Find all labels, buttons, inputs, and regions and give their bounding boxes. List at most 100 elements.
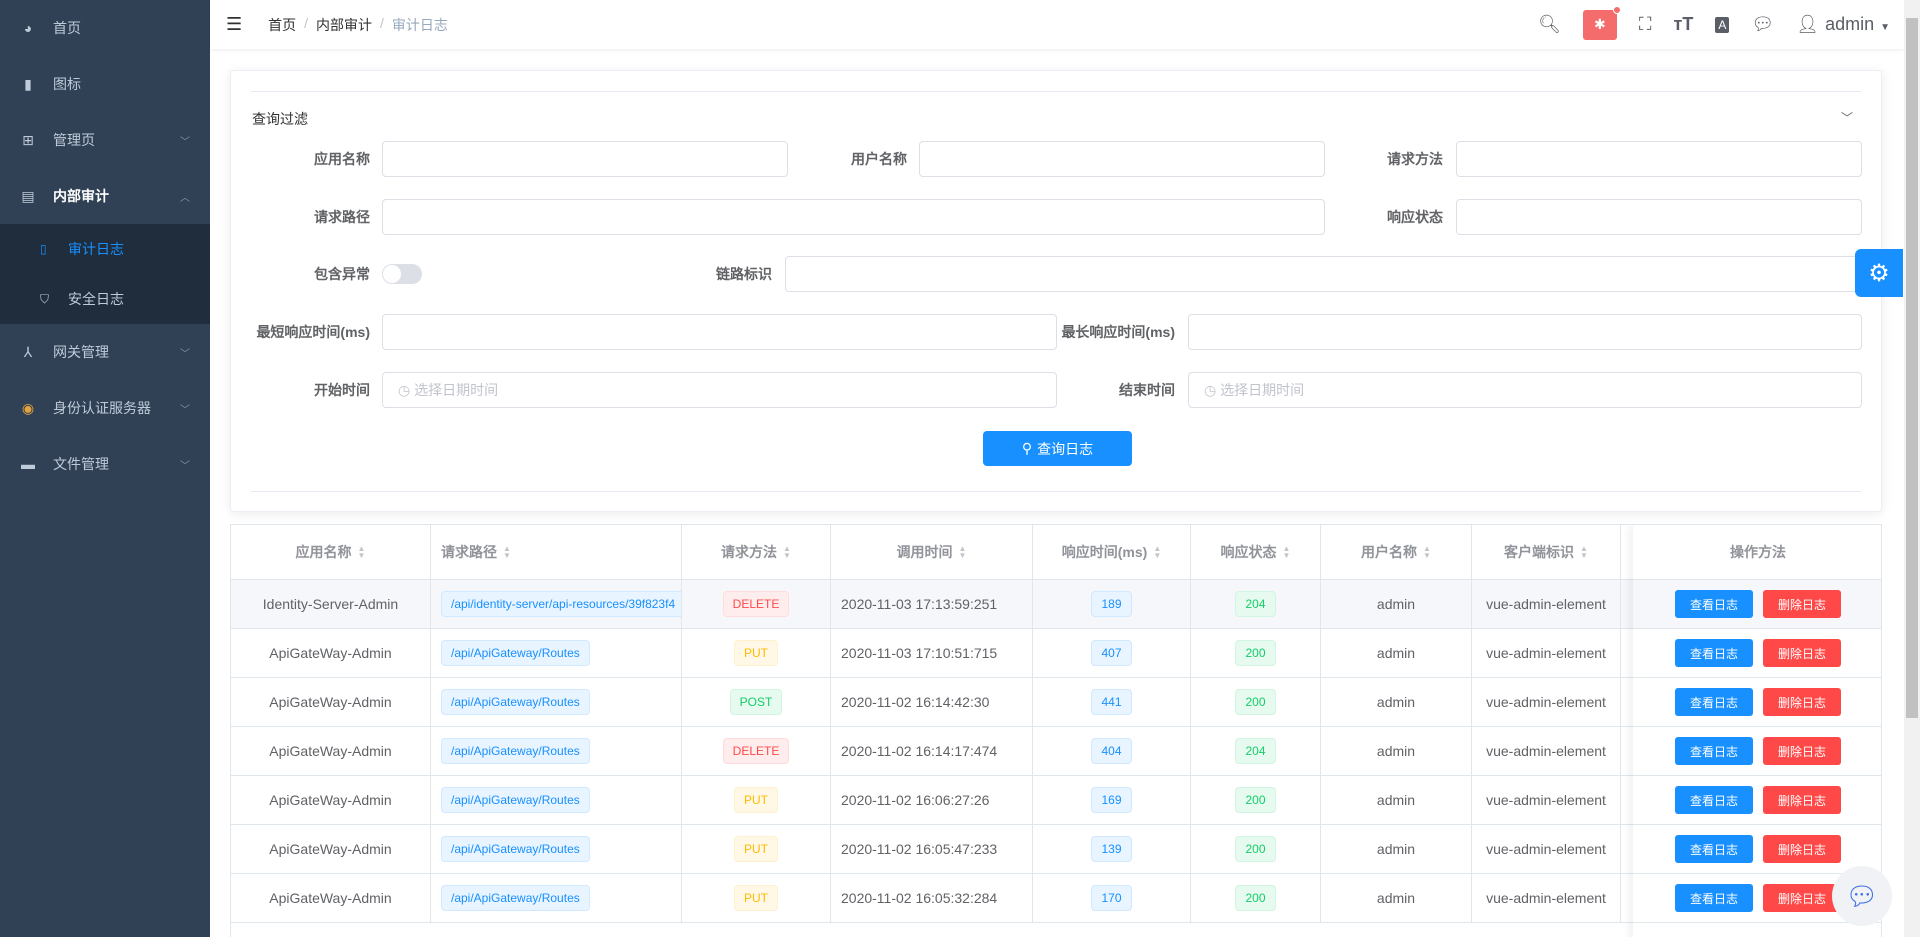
status-input[interactable] bbox=[1456, 199, 1862, 235]
view-log-button[interactable]: 查看日志 bbox=[1674, 590, 1753, 618]
table-row[interactable]: ApiGateWay-Admin/api/ApiGateway/Routes PU… bbox=[231, 825, 1881, 874]
sort-icon[interactable]: ▲ ▼ bbox=[1153, 544, 1162, 560]
action-cell: 查看日志 删除日志 bbox=[1633, 874, 1881, 922]
view-log-button[interactable]: 查看日志 bbox=[1674, 737, 1753, 765]
sidebar-item-internal-audit[interactable]: ▤ 内部审计 ︿ bbox=[21, 187, 190, 205]
delete-log-button[interactable]: 删除日志 bbox=[1763, 786, 1842, 814]
start-time-picker[interactable]: ◷ 选择日期时间 bbox=[382, 372, 1057, 408]
error-log-button[interactable]: ✱ bbox=[1582, 5, 1621, 40]
method-tag: PUT bbox=[734, 885, 778, 911]
table-cell: 204 bbox=[1191, 727, 1321, 775]
scrollbar-thumb[interactable] bbox=[1906, 18, 1918, 718]
filter-title[interactable]: 查询过滤 bbox=[252, 111, 308, 127]
delete-log-button[interactable]: 删除日志 bbox=[1763, 639, 1842, 667]
table-row[interactable]: ApiGateWay-Admin/api/ApiGateway/Routes PU… bbox=[231, 629, 1881, 678]
method-input[interactable] bbox=[1456, 141, 1862, 177]
column-header[interactable]: 调用时间 ▲ ▼ bbox=[831, 525, 1033, 579]
end-time-picker[interactable]: ◷ 选择日期时间 bbox=[1188, 372, 1862, 408]
delete-log-button[interactable]: 删除日志 bbox=[1763, 590, 1842, 618]
delete-log-button[interactable]: 删除日志 bbox=[1763, 884, 1842, 912]
cell-time: 2020-11-02 16:05:32:284 bbox=[841, 890, 998, 906]
table-row[interactable]: ApiGateWay-Admin/api/ApiGateway/Routes PU… bbox=[231, 874, 1881, 923]
column-header[interactable]: 响应状态 ▲ ▼ bbox=[1191, 525, 1321, 579]
search-icon[interactable]: 🔍︎ bbox=[1538, 14, 1561, 34]
fullscreen-icon[interactable]: ⛶ bbox=[1638, 14, 1652, 34]
table-cell: admin bbox=[1321, 629, 1472, 677]
sort-icon[interactable]: ▲ ▼ bbox=[1282, 544, 1291, 560]
status-tag: 200 bbox=[1235, 787, 1276, 813]
table-row[interactable]: Identity-Server-Admin/api/identity-serve… bbox=[231, 580, 1881, 629]
table-cell: /api/ApiGateway/Routes bbox=[431, 727, 682, 775]
message-icon[interactable]: 💬︎ bbox=[1751, 14, 1775, 34]
min-time-input[interactable] bbox=[382, 314, 1057, 350]
font-size-icon[interactable]: тT bbox=[1673, 14, 1694, 34]
action-row bbox=[1633, 923, 1881, 937]
sort-icon[interactable]: ▲ ▼ bbox=[357, 544, 366, 560]
view-log-button[interactable]: 查看日志 bbox=[1674, 786, 1753, 814]
table-row[interactable]: ApiGateWay-Admin/api/ApiGateway/Routes DE… bbox=[231, 727, 1881, 776]
table-cell: /api/identity-server/api-resources/39f82… bbox=[431, 580, 682, 628]
column-header[interactable]: 请求方法 ▲ ▼ bbox=[682, 525, 831, 579]
clock-icon: ◷ bbox=[1204, 382, 1221, 398]
path-input[interactable] bbox=[382, 199, 1325, 235]
sidebar-item-home[interactable]: ◕ 首页 bbox=[0, 0, 210, 56]
language-icon[interactable]: A bbox=[1715, 16, 1730, 33]
cell-client: vue-admin-element bbox=[1486, 596, 1606, 612]
action-cell: 查看日志 删除日志 bbox=[1633, 727, 1881, 775]
cell-time: 2020-11-02 16:06:27:26 bbox=[841, 792, 990, 808]
sidebar-item-icons[interactable]: ▮ 图标 bbox=[0, 56, 210, 112]
sort-icon[interactable]: ▲ ▼ bbox=[958, 544, 967, 560]
column-header[interactable]: 客户端标识 ▲ ▼ bbox=[1472, 525, 1621, 579]
delete-log-button[interactable]: 删除日志 bbox=[1763, 688, 1842, 716]
sidebar-item-identity-server[interactable]: ◉ 身份认证服务器 ﹀ bbox=[21, 399, 190, 417]
column-header[interactable]: 用户名称 ▲ ▼ bbox=[1321, 525, 1472, 579]
breadcrumb-audit[interactable]: 内部审计 bbox=[316, 16, 373, 33]
search-logs-button[interactable]: ⚲ 查询日志 bbox=[983, 431, 1132, 466]
table-cell: vue-admin-element bbox=[1472, 825, 1621, 873]
icon-icon: ▮ bbox=[24, 75, 32, 92]
sidebar-item-security-log[interactable]: ⛉ 安全日志 bbox=[40, 291, 124, 307]
delete-log-button[interactable]: 删除日志 bbox=[1763, 835, 1842, 863]
view-log-button[interactable]: 查看日志 bbox=[1674, 835, 1753, 863]
bug-icon: ✱ bbox=[1594, 16, 1606, 32]
user-menu[interactable]: 👤︎ admin ▼ bbox=[1796, 14, 1890, 34]
cell-app: ApiGateWay-Admin bbox=[269, 743, 392, 759]
view-log-button[interactable]: 查看日志 bbox=[1674, 688, 1753, 716]
breadcrumb-current: 审计日志 bbox=[391, 16, 448, 33]
response-time-tag: 189 bbox=[1091, 591, 1132, 617]
sort-icon[interactable]: ▲ ▼ bbox=[1423, 544, 1431, 560]
settings-button[interactable]: ⚙ bbox=[1855, 249, 1903, 297]
column-header[interactable]: 应用名称 ▲ ▼ bbox=[231, 525, 431, 579]
table-cell: 200 bbox=[1191, 874, 1321, 922]
delete-log-button[interactable]: 删除日志 bbox=[1763, 737, 1842, 765]
has-exception-switch[interactable] bbox=[382, 264, 422, 284]
view-log-button[interactable]: 查看日志 bbox=[1674, 639, 1753, 667]
view-log-button[interactable]: 查看日志 bbox=[1674, 884, 1753, 912]
column-header[interactable]: 请求路径 ▲ ▼ bbox=[431, 525, 682, 579]
breadcrumb-home[interactable]: 首页 bbox=[268, 16, 297, 33]
sidebar-item-gateway[interactable]: ⅄ 网关管理 ﹀ bbox=[0, 324, 210, 380]
chevron-down-icon: ﹀ bbox=[180, 136, 190, 148]
sidebar-item-files[interactable]: ▬ 文件管理 ﹀ bbox=[21, 456, 190, 472]
app-name-input[interactable] bbox=[382, 141, 788, 177]
table-cell: DELETE bbox=[682, 727, 831, 775]
status-tag: 204 bbox=[1235, 738, 1276, 764]
page-scrollbar[interactable] bbox=[1904, 0, 1920, 937]
trace-input[interactable] bbox=[785, 256, 1862, 292]
user-name-input[interactable] bbox=[919, 141, 1325, 177]
table-cell: PUT bbox=[682, 874, 831, 922]
sort-icon[interactable]: ▲ ▼ bbox=[503, 544, 511, 560]
table-cell: ApiGateWay-Admin bbox=[231, 629, 431, 677]
action-cell: 查看日志 删除日志 bbox=[1633, 776, 1881, 824]
sort-icon[interactable]: ▲ ▼ bbox=[1580, 544, 1588, 560]
chevron-down-icon[interactable]: ﹀ bbox=[1840, 111, 1853, 125]
hamburger-icon[interactable]: ☰ bbox=[226, 14, 243, 34]
sidebar-item-admin-pages[interactable]: ⊞ 管理页 ﹀ bbox=[0, 112, 210, 168]
max-time-input[interactable] bbox=[1188, 314, 1862, 350]
column-header[interactable]: 响应时间(ms) ▲ ▼ bbox=[1033, 525, 1191, 579]
table-row[interactable]: ApiGateWay-Admin/api/ApiGateway/Routes PO… bbox=[231, 678, 1881, 727]
sort-icon[interactable]: ▲ ▼ bbox=[783, 544, 791, 560]
table-row[interactable]: ApiGateWay-Admin/api/ApiGateway/Routes PU… bbox=[231, 776, 1881, 825]
chat-button[interactable]: 💬︎ bbox=[1832, 866, 1892, 926]
sidebar-item-audit-log[interactable]: ▯ 审计日志 bbox=[40, 241, 124, 257]
